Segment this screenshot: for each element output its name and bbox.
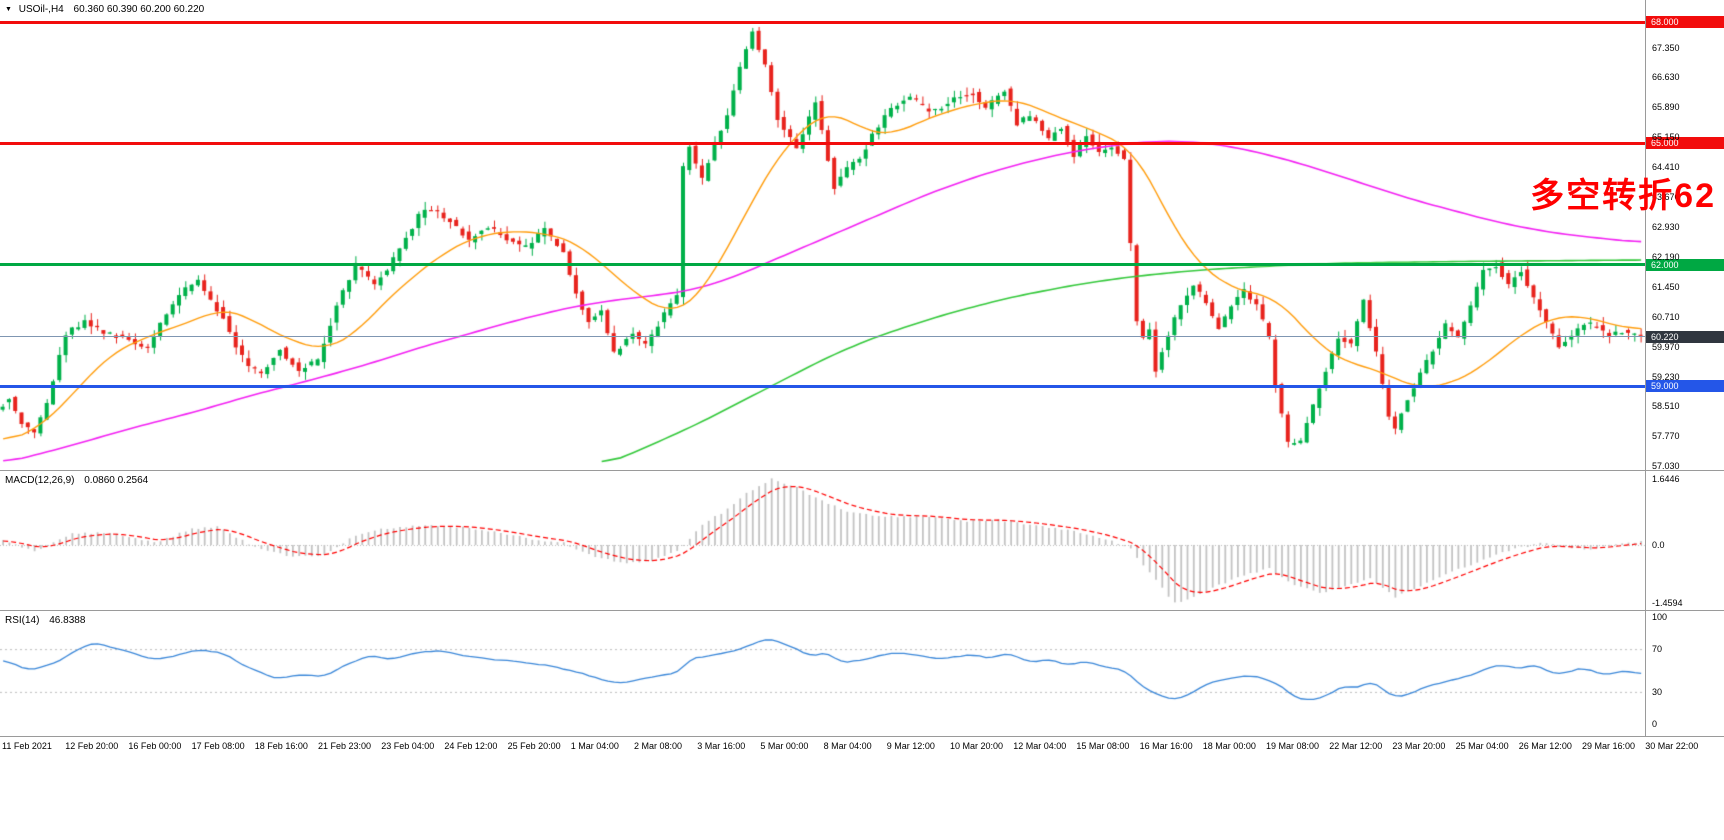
time-axis-label: 29 Mar 16:00 (1582, 741, 1636, 751)
rsi-axis-tick: 0 (1652, 719, 1658, 729)
time-axis-label: 26 Mar 12:00 (1518, 741, 1572, 751)
price-axis-tick: 67.350 (1652, 43, 1680, 54)
price-axis-tick: 66.630 (1652, 72, 1680, 83)
time-axis-label: 8 Mar 04:00 (823, 741, 872, 751)
price-axis-tick: 60.710 (1652, 312, 1680, 323)
price-axis-tick: 59.230 (1652, 371, 1680, 382)
time-axis-label: 21 Feb 23:00 (318, 741, 372, 751)
price-axis-tick: 65.890 (1652, 102, 1680, 113)
time-axis-label: 10 Mar 20:00 (950, 741, 1004, 751)
time-axis-label: 19 Mar 08:00 (1266, 741, 1320, 751)
macd-axis-tick: -1.4594 (1652, 598, 1683, 609)
time-axis-separator (0, 736, 1724, 737)
time-axis-label: 23 Feb 04:00 (381, 741, 435, 751)
time-axis-label: 30 Mar 22:00 (1645, 741, 1699, 751)
time-axis-label: 16 Mar 16:00 (1139, 741, 1193, 751)
time-axis-label: 12 Mar 04:00 (1013, 741, 1067, 751)
hline-68.000[interactable] (0, 20, 1645, 24)
price-axis-tick: 65.150 (1652, 132, 1680, 143)
price-axis-tick: 57.770 (1652, 431, 1680, 442)
current-price-line (0, 336, 1645, 338)
time-axis-label: 11 Feb 2021 (2, 741, 52, 751)
macd-axis-tick: 1.6446 (1652, 474, 1680, 485)
hline-62.000[interactable] (0, 263, 1645, 267)
time-axis-label: 22 Mar 12:00 (1329, 741, 1383, 751)
rsi-name: RSI(14) (5, 615, 40, 626)
time-axis-label: 9 Mar 12:00 (886, 741, 935, 751)
time-axis-label: 2 Mar 08:00 (634, 741, 683, 751)
macd-name: MACD(12,26,9) (5, 475, 75, 486)
symbol-title: USOil-,H4 (18, 4, 64, 15)
time-axis-label: 12 Feb 20:00 (65, 741, 119, 751)
rsi-axis-tick: 70 (1652, 644, 1663, 655)
time-axis-label: 15 Mar 08:00 (1076, 741, 1130, 751)
price-axis-tick: 62.930 (1652, 222, 1680, 233)
hline-59.000[interactable] (0, 384, 1645, 388)
price-axis-separator (1645, 0, 1646, 737)
time-axis-label: 17 Feb 08:00 (191, 741, 245, 751)
time-axis-label: 18 Feb 16:00 (254, 741, 308, 751)
chart-dropdown-icon[interactable]: ▼ (5, 6, 12, 13)
hline-65.000[interactable] (0, 141, 1645, 145)
price-axis[interactable]: 68.000 65.000 62.000 59.000 60.220 67.350 66.6… (1646, 0, 1724, 756)
time-axis-label: 1 Mar 04:00 (570, 741, 619, 751)
time-axis-label: 25 Mar 04:00 (1455, 741, 1509, 751)
ohlc-values: 60.360 60.390 60.200 60.220 (73, 4, 205, 15)
chart-header: ▼ USOil-,H4 60.360 60.390 60.200 60.220 (5, 4, 204, 15)
price-axis-tick: 58.510 (1652, 401, 1680, 412)
time-axis-label: 5 Mar 00:00 (760, 741, 809, 751)
time-axis-label: 16 Feb 00:00 (128, 741, 182, 751)
time-axis[interactable]: 11 Feb 2021 12 Feb 20:00 16 Feb 00:00 17 Fe… (0, 737, 1724, 757)
price-axis-tick: 59.970 (1652, 342, 1680, 352)
time-axis-label: 3 Mar 16:00 (697, 741, 746, 751)
price-tag-65.000: 65.000 (1646, 137, 1724, 150)
price-axis-tick: 63.670 (1652, 192, 1680, 203)
price-axis-tick: 61.450 (1652, 282, 1680, 293)
price-axis-tick: 62.190 (1652, 252, 1680, 263)
price-tag-59.000: 59.000 (1646, 380, 1724, 393)
price-axis-tick: 57.030 (1652, 461, 1680, 471)
macd-axis-tick: 0.0 (1652, 540, 1665, 550)
time-axis-label: 23 Mar 20:00 (1392, 741, 1446, 751)
current-price-tag: 60.220 (1646, 330, 1724, 343)
rsi-axis-tick: 100 (1652, 612, 1668, 622)
rsi-indicator-label: RSI(14) 46.8388 (5, 615, 85, 626)
macd-values: 0.0860 0.2564 (84, 475, 149, 486)
time-axis-label: 25 Feb 20:00 (507, 741, 561, 751)
pane-separator-macd[interactable] (0, 470, 1724, 471)
rsi-value: 46.8388 (49, 615, 86, 626)
price-tag-62.000: 62.000 (1646, 258, 1724, 271)
pane-separator-rsi[interactable] (0, 610, 1724, 611)
price-axis-tick: 64.410 (1652, 162, 1680, 173)
time-axis-label: 18 Mar 00:00 (1202, 741, 1256, 751)
time-axis-label: 24 Feb 12:00 (444, 741, 498, 751)
chart-annotation-text[interactable]: 多空转折62 (1530, 177, 1716, 215)
price-tag-68.000: 68.000 (1646, 16, 1724, 28)
macd-indicator-label: MACD(12,26,9) 0.0860 0.2564 (5, 475, 148, 486)
rsi-axis-tick: 30 (1652, 686, 1663, 697)
